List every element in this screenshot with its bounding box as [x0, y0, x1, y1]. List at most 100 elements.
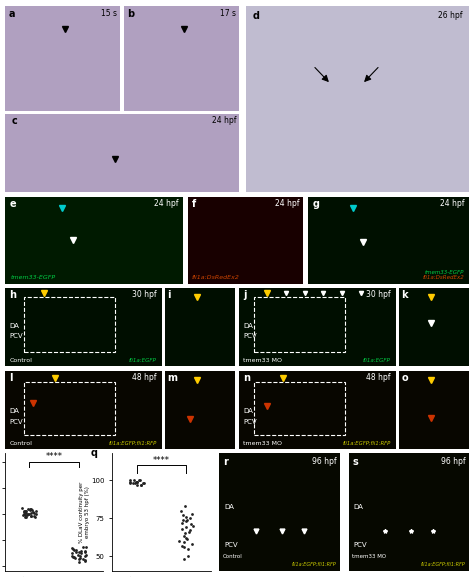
Point — [136, 476, 144, 485]
Text: DA: DA — [9, 323, 19, 328]
Text: PCV: PCV — [354, 542, 367, 548]
Text: g: g — [313, 200, 319, 209]
Point — [180, 538, 188, 547]
Point — [69, 545, 77, 554]
Point — [180, 511, 187, 520]
Text: 30 hpf: 30 hpf — [366, 290, 391, 299]
Point — [75, 554, 83, 563]
Point — [21, 510, 28, 519]
Text: r: r — [223, 457, 228, 467]
Point — [74, 550, 82, 559]
Text: e: e — [10, 200, 17, 209]
Point — [184, 544, 191, 553]
Point — [127, 479, 134, 488]
Point — [127, 476, 134, 485]
Text: fli1a:EGFP;fli1:RFP: fli1a:EGFP;fli1:RFP — [421, 561, 465, 567]
Text: b: b — [127, 9, 134, 19]
Point — [187, 520, 195, 529]
Text: fli1a:EGFP: fli1a:EGFP — [129, 358, 157, 363]
Bar — [24, 297, 115, 352]
Point — [182, 529, 189, 538]
Text: fli1a:DsRedEx2: fli1a:DsRedEx2 — [191, 275, 239, 280]
Point — [75, 557, 82, 567]
Point — [27, 511, 35, 520]
Point — [81, 551, 89, 560]
Point — [186, 514, 193, 523]
Point — [32, 506, 40, 515]
Text: tmem33 MO: tmem33 MO — [244, 358, 283, 363]
Bar — [255, 381, 346, 434]
Point — [76, 553, 84, 562]
Point — [68, 544, 75, 553]
Point — [20, 507, 28, 516]
Point — [27, 511, 35, 520]
Point — [19, 510, 27, 519]
Point — [81, 547, 88, 556]
Point — [182, 516, 190, 526]
Point — [27, 508, 35, 518]
Point — [26, 504, 34, 513]
Point — [25, 509, 33, 518]
Point — [140, 479, 147, 488]
Point — [24, 510, 31, 519]
Text: DA: DA — [224, 504, 234, 510]
Point — [130, 476, 137, 485]
Point — [188, 539, 196, 549]
Text: Control: Control — [9, 358, 32, 363]
Point — [185, 527, 192, 537]
Text: 24 hpf: 24 hpf — [154, 200, 178, 208]
Point — [182, 512, 190, 522]
Point — [68, 551, 76, 560]
Y-axis label: % DLaV continuity per
embryo 53 hpf (%): % DLaV continuity per embryo 53 hpf (%) — [79, 482, 90, 543]
Point — [20, 509, 28, 518]
Text: 24 hpf: 24 hpf — [275, 200, 300, 208]
Text: 30 hpf: 30 hpf — [132, 290, 157, 299]
Text: q: q — [91, 448, 98, 459]
Point — [75, 548, 83, 557]
Point — [82, 556, 89, 565]
Point — [80, 554, 87, 563]
Point — [182, 501, 189, 511]
Text: 24 hpf: 24 hpf — [212, 116, 237, 125]
Text: PCV: PCV — [244, 333, 257, 339]
Text: ****: **** — [153, 456, 170, 464]
Text: fli1a:EGFP;fli1:RFP: fli1a:EGFP;fli1:RFP — [343, 441, 391, 445]
Point — [180, 554, 188, 564]
Point — [175, 537, 183, 546]
Point — [30, 508, 37, 518]
Text: DA: DA — [354, 504, 364, 510]
Text: k: k — [401, 290, 408, 300]
Point — [178, 518, 186, 527]
Text: DA: DA — [244, 407, 253, 414]
Point — [132, 477, 140, 486]
Point — [133, 477, 141, 486]
Text: o: o — [401, 373, 408, 383]
Point — [18, 503, 26, 512]
Point — [69, 552, 76, 561]
Point — [182, 523, 190, 532]
Text: tmem33 MO: tmem33 MO — [244, 441, 283, 445]
Point — [21, 506, 29, 515]
Point — [137, 481, 145, 490]
Point — [71, 553, 79, 562]
Point — [29, 507, 36, 516]
Text: tmem33-EGFP: tmem33-EGFP — [10, 275, 55, 280]
Point — [137, 481, 145, 490]
Point — [177, 506, 184, 515]
Text: Control: Control — [223, 554, 243, 560]
Text: PCV: PCV — [9, 333, 23, 339]
Point — [21, 512, 29, 522]
Point — [182, 533, 190, 542]
Text: fli1a:EGFP;fli1:RFP: fli1a:EGFP;fli1:RFP — [109, 441, 157, 445]
Point — [184, 552, 192, 561]
Point — [81, 548, 89, 557]
Point — [189, 521, 197, 530]
Point — [139, 479, 146, 488]
Point — [30, 511, 38, 520]
Text: PCV: PCV — [244, 419, 257, 425]
Point — [20, 506, 28, 515]
Text: DA: DA — [9, 407, 19, 414]
Text: i: i — [167, 290, 171, 300]
Text: h: h — [9, 290, 17, 300]
Text: PCV: PCV — [9, 419, 23, 425]
